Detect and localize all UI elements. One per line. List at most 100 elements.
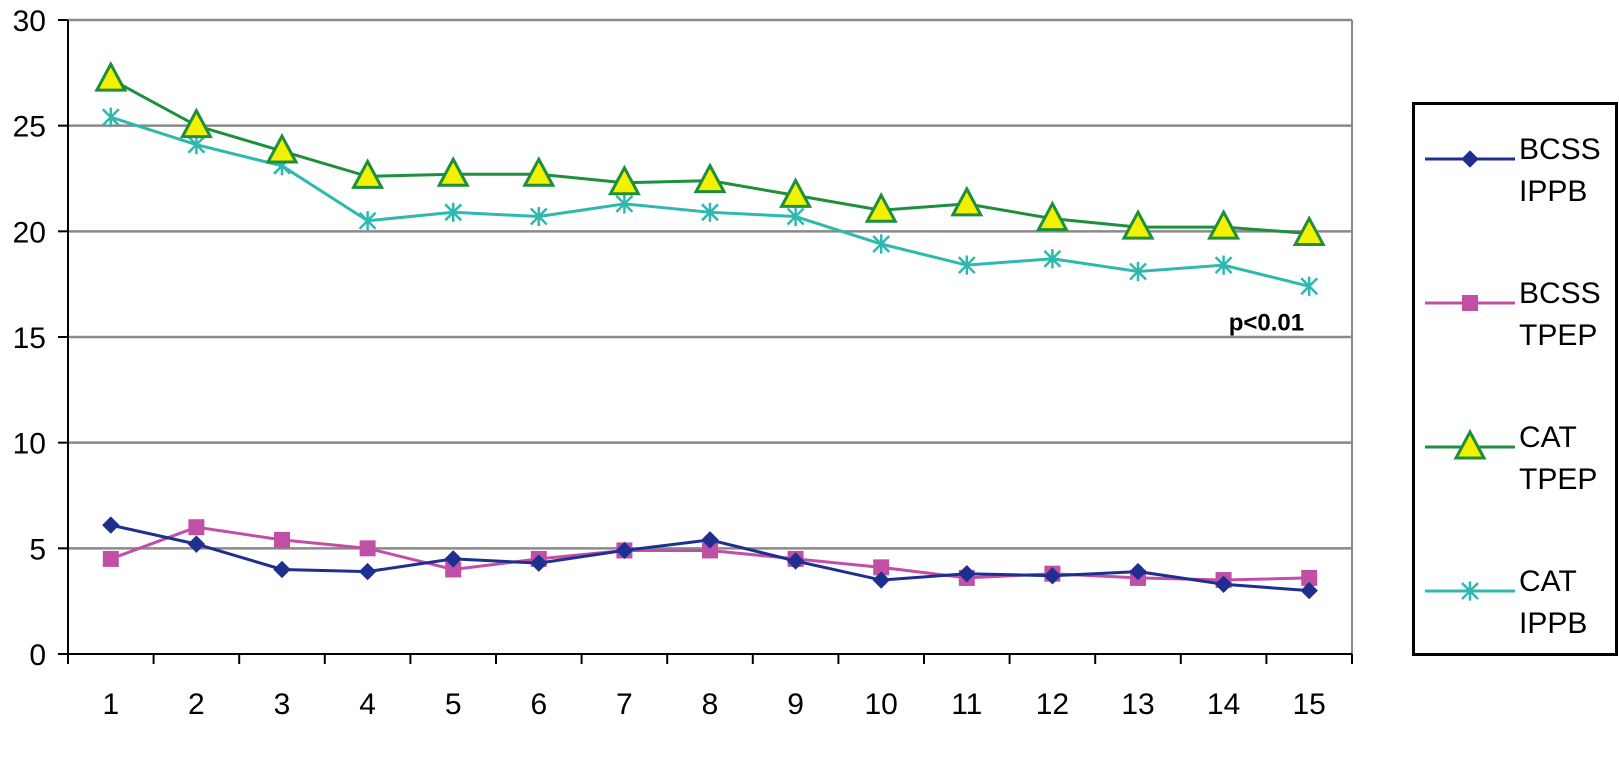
point-diamond (615, 541, 634, 560)
x-tick-label: 8 (702, 688, 719, 721)
point-x (444, 202, 463, 222)
point-x (101, 107, 120, 127)
point-diamond (701, 531, 719, 549)
x-tick-label: 15 (1293, 688, 1326, 721)
legend-label-line1: BCSS (1519, 133, 1601, 166)
legend-label-line2: TPEP (1519, 463, 1598, 496)
point-x (615, 194, 634, 214)
legend-item-bcss-tpep: BCSS TPEP (1415, 263, 1615, 363)
x-tick-label: 4 (359, 688, 376, 721)
point-diamond (1129, 562, 1147, 581)
legend-swatch-bcss-tpep (1425, 295, 1515, 311)
point-diamond (1461, 150, 1479, 168)
point-diamond (187, 535, 206, 553)
point-triangle (693, 162, 727, 194)
point-x (1300, 276, 1319, 296)
point-square (702, 542, 718, 559)
x-tick-label: 7 (616, 688, 633, 721)
point-x (1129, 261, 1147, 282)
x-tick-label: 12 (1036, 688, 1069, 721)
series-group (94, 61, 1326, 600)
x-tick-label: 14 (1207, 688, 1240, 721)
x-tick-label: 3 (274, 688, 291, 721)
legend-label-line2: TPEP (1519, 319, 1598, 352)
point-triangle (522, 156, 556, 187)
legend-swatch-cat-tpep (1425, 428, 1515, 460)
point-x (701, 202, 719, 222)
point-x (872, 234, 891, 254)
point-triangle (1121, 208, 1155, 240)
legend-label-line1: CAT (1519, 421, 1577, 454)
x-tick-label: 13 (1121, 688, 1154, 721)
point-triangle (779, 177, 813, 208)
x-tick-label: 1 (102, 688, 119, 721)
y-tick-label: 5 (29, 533, 46, 566)
legend-label-bcss-ippb: BCSS IPPB (1519, 129, 1619, 213)
legend-swatch-bcss-ippb (1425, 150, 1515, 168)
series-bcss-tpep (102, 519, 1318, 589)
legend-item-cat-ippb: CAT IPPB (1415, 551, 1615, 651)
point-triangle (436, 156, 470, 187)
legend-item-bcss-ippb: BCSS IPPB (1415, 119, 1615, 219)
point-diamond (786, 552, 805, 570)
x-axis-ticks: 1 2 3 4 5 6 7 8 9 10 11 12 13 14 15 (67, 654, 1353, 721)
legend-label-bcss-tpep: BCSS TPEP (1519, 273, 1619, 357)
y-tick-label: 15 (13, 322, 46, 355)
point-x (1043, 249, 1062, 269)
point-diamond (273, 560, 291, 579)
point-diamond (872, 571, 890, 589)
point-diamond (958, 564, 976, 583)
point-diamond (1043, 567, 1062, 585)
point-square (873, 559, 890, 576)
y-tick-label: 0 (29, 639, 46, 672)
legend-label-line1: BCSS (1519, 277, 1601, 310)
legend-label-cat-tpep: CAT TPEP (1519, 417, 1619, 501)
annotation-text: p<0.01 (1229, 310, 1304, 337)
point-square (359, 540, 376, 557)
point-x (358, 211, 377, 231)
point-square (1301, 569, 1318, 586)
point-x (529, 206, 548, 227)
point-diamond (358, 562, 377, 581)
legend-label-line1: CAT (1519, 565, 1577, 598)
point-x (1461, 581, 1479, 601)
series-line (110, 115, 1310, 288)
point-triangle (179, 107, 213, 139)
series-cat-tpep (94, 61, 1326, 246)
point-x (1214, 255, 1233, 275)
legend-label-line2: IPPB (1519, 607, 1588, 640)
point-x (957, 255, 976, 275)
annotations: p<0.01 (1229, 310, 1304, 337)
point-square (188, 519, 205, 536)
point-square (1462, 295, 1478, 311)
legend-label-cat-ippb: CAT IPPB (1519, 561, 1619, 645)
y-tick-label: 30 (13, 5, 46, 38)
x-tick-label: 11 (951, 688, 982, 721)
point-triangle (607, 164, 641, 196)
series-cat-ippb (101, 107, 1319, 296)
legend-label-line2: IPPB (1519, 175, 1588, 208)
y-tick-label: 20 (13, 216, 46, 249)
point-triangle (265, 132, 299, 164)
y-tick-label: 10 (13, 428, 46, 461)
legend-swatch-cat-ippb (1425, 581, 1515, 601)
x-tick-label: 9 (787, 688, 804, 721)
point-triangle (1292, 215, 1326, 246)
point-triangle (1035, 200, 1069, 232)
point-diamond (102, 516, 120, 534)
point-triangle (1207, 208, 1241, 240)
point-diamond (444, 550, 462, 568)
legend: BCSS IPPB BCSS TPEP CAT TPEP CAT IPPB (1412, 102, 1618, 656)
point-square (102, 550, 119, 567)
legend-item-cat-tpep: CAT TPEP (1415, 407, 1615, 507)
point-triangle (950, 185, 984, 217)
grid-lines (68, 18, 1353, 654)
point-triangle (1453, 428, 1487, 460)
point-x (187, 135, 206, 155)
point-square (274, 531, 290, 548)
point-diamond (1300, 581, 1318, 600)
y-axis-ticks: 0 5 10 15 20 25 30 (13, 5, 68, 672)
y-tick-label: 25 (13, 111, 46, 144)
point-triangle (94, 61, 128, 92)
